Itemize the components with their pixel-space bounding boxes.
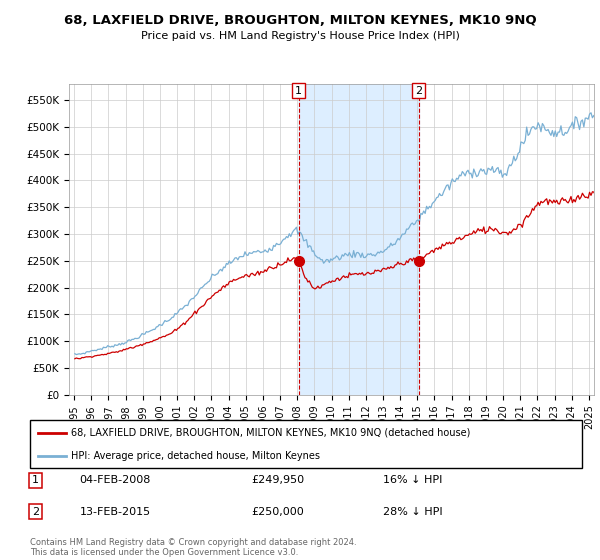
FancyBboxPatch shape bbox=[30, 420, 582, 468]
Text: 68, LAXFIELD DRIVE, BROUGHTON, MILTON KEYNES, MK10 9NQ: 68, LAXFIELD DRIVE, BROUGHTON, MILTON KE… bbox=[64, 14, 536, 27]
Text: Price paid vs. HM Land Registry's House Price Index (HPI): Price paid vs. HM Land Registry's House … bbox=[140, 31, 460, 41]
Text: £249,950: £249,950 bbox=[251, 475, 304, 486]
Text: 1: 1 bbox=[295, 86, 302, 96]
Text: 68, LAXFIELD DRIVE, BROUGHTON, MILTON KEYNES, MK10 9NQ (detached house): 68, LAXFIELD DRIVE, BROUGHTON, MILTON KE… bbox=[71, 428, 471, 438]
Text: Contains HM Land Registry data © Crown copyright and database right 2024.
This d: Contains HM Land Registry data © Crown c… bbox=[30, 538, 356, 557]
Text: 13-FEB-2015: 13-FEB-2015 bbox=[80, 507, 151, 516]
Text: 2: 2 bbox=[415, 86, 422, 96]
Text: 28% ↓ HPI: 28% ↓ HPI bbox=[383, 507, 443, 516]
Text: 04-FEB-2008: 04-FEB-2008 bbox=[80, 475, 151, 486]
Bar bbox=[299, 84, 419, 395]
Text: 16% ↓ HPI: 16% ↓ HPI bbox=[383, 475, 443, 486]
Text: HPI: Average price, detached house, Milton Keynes: HPI: Average price, detached house, Milt… bbox=[71, 451, 320, 461]
Text: 2: 2 bbox=[32, 507, 39, 516]
Text: £250,000: £250,000 bbox=[251, 507, 304, 516]
Text: 1: 1 bbox=[32, 475, 39, 486]
